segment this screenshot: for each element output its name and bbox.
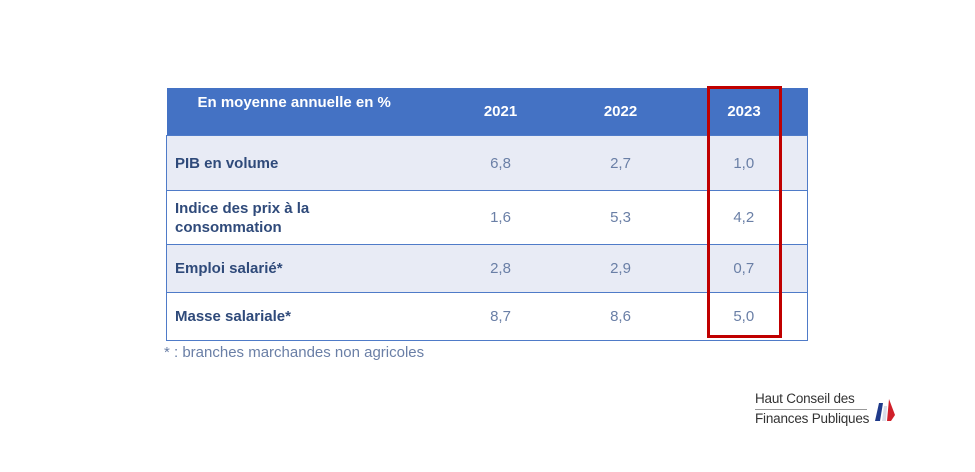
table-footnote: * : branches marchandes non agricoles — [164, 344, 425, 361]
row-label: Masse salariale* — [166, 292, 441, 341]
hcfp-logo: Haut Conseil des Finances Publiques — [755, 389, 905, 433]
header-year-2022: 2022 — [560, 88, 681, 136]
row-label: Indice des prix à la consommation — [166, 190, 441, 245]
cell-value: 8,6 — [560, 292, 681, 341]
row-label-text: Indice des prix à la consommation — [175, 199, 310, 236]
logo-line1: Haut Conseil des — [755, 391, 855, 406]
cell-value: 2,8 — [440, 244, 561, 293]
economic-indicators-table: En moyenne annuelle en % 2021 2022 2023 … — [166, 88, 808, 341]
header-label: En moyenne annuelle en % — [166, 88, 441, 136]
cell-value: 1,6 — [440, 190, 561, 245]
cell-value: 1,0 — [680, 135, 808, 191]
table-row: Indice des prix à la consommation 1,6 5,… — [166, 190, 808, 245]
header-year-2021: 2021 — [440, 88, 561, 136]
cell-value: 2,9 — [560, 244, 681, 293]
cell-value: 0,7 — [680, 244, 808, 293]
row-label: PIB en volume — [166, 135, 441, 191]
cell-value: 5,0 — [680, 292, 808, 341]
cell-value: 5,3 — [560, 190, 681, 245]
logo-divider — [755, 409, 867, 410]
table-header-row: En moyenne annuelle en % 2021 2022 2023 — [166, 88, 808, 136]
table-row: Emploi salarié* 2,8 2,9 0,7 — [166, 244, 808, 293]
table-row: Masse salariale* 8,7 8,6 5,0 — [166, 292, 808, 341]
cell-value: 4,2 — [680, 190, 808, 245]
row-label: Emploi salarié* — [166, 244, 441, 293]
logo-text: Haut Conseil des Finances Publiques — [755, 389, 869, 429]
cell-value: 8,7 — [440, 292, 561, 341]
cell-value: 2,7 — [560, 135, 681, 191]
logo-line2: Finances Publiques — [755, 411, 870, 426]
header-year-2023: 2023 — [680, 88, 808, 136]
flag-icon — [875, 399, 895, 421]
cell-value: 6,8 — [440, 135, 561, 191]
table-row: PIB en volume 6,8 2,7 1,0 — [166, 135, 808, 191]
data-table-container: En moyenne annuelle en % 2021 2022 2023 … — [166, 88, 808, 341]
